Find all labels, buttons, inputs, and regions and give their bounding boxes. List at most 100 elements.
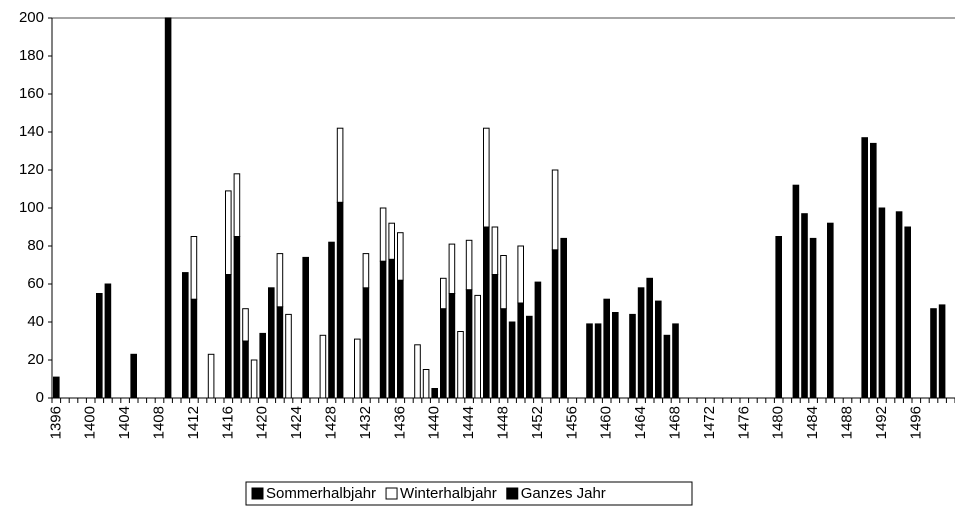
x-tick-label: 1444: [460, 406, 477, 439]
bar: [302, 256, 309, 399]
bar: [190, 236, 198, 300]
bar: [878, 207, 886, 399]
legend-swatch: [251, 487, 264, 500]
bar: [96, 293, 103, 399]
bar: [285, 313, 292, 399]
x-tick-label: 1484: [804, 406, 821, 439]
bar: [938, 304, 946, 399]
x-tick-label: 1488: [838, 406, 855, 439]
bar: [182, 272, 189, 399]
bar: [603, 298, 611, 399]
bar: [242, 308, 249, 342]
bar: [491, 274, 499, 399]
bar: [594, 323, 602, 399]
bar: [474, 294, 481, 399]
bar: [517, 302, 525, 399]
x-tick-label: 1476: [735, 406, 752, 439]
bar: [130, 353, 137, 399]
x-tick-label: 1472: [701, 406, 718, 439]
bar: [491, 226, 499, 275]
y-tick-label: 80: [27, 237, 44, 254]
bar: [225, 190, 232, 275]
bar: [319, 334, 327, 399]
bar: [379, 207, 387, 262]
bar: [792, 184, 800, 399]
bar: [827, 222, 834, 399]
bar: [397, 232, 404, 281]
bar: [483, 127, 490, 228]
bar: [586, 323, 593, 399]
x-tick-label: 1436: [391, 406, 408, 439]
bar: [379, 260, 387, 399]
legend-label: Winterhalbjahr: [400, 485, 497, 502]
legend-swatch: [385, 487, 398, 500]
bar: [440, 308, 447, 399]
bar: [259, 332, 266, 399]
bar: [448, 243, 456, 295]
y-tick-label: 0: [36, 389, 44, 406]
legend-label: Ganzes Jahr: [521, 485, 606, 502]
bar: [483, 226, 490, 399]
bar: [397, 279, 404, 399]
bar: [328, 241, 335, 399]
legend-swatch: [506, 487, 519, 500]
bar: [225, 274, 232, 399]
x-tick-label: 1460: [598, 406, 615, 439]
bar: [637, 287, 645, 399]
bar: [629, 313, 636, 399]
x-tick-label: 1424: [288, 406, 305, 439]
y-tick-label: 180: [19, 47, 44, 64]
bar: [465, 289, 473, 399]
bar: [526, 315, 533, 399]
bar: [612, 312, 619, 399]
bar: [448, 293, 456, 399]
x-tick-label: 1408: [150, 406, 167, 439]
x-tick-label: 1448: [494, 406, 511, 439]
bar: [53, 376, 60, 399]
bar: [904, 226, 912, 399]
x-tick-label: 1464: [632, 406, 649, 439]
legend-label: Sommerhalbjahr: [266, 485, 376, 502]
y-tick-label: 60: [27, 275, 44, 292]
x-tick-label: 1396: [47, 406, 64, 439]
bar: [233, 236, 241, 399]
bar: [190, 298, 198, 399]
bar: [517, 245, 525, 304]
x-tick-label: 1496: [907, 406, 924, 439]
bar: [354, 338, 361, 399]
y-tick-label: 100: [19, 199, 44, 216]
bar: [362, 287, 370, 399]
bar: [551, 249, 559, 399]
bar: [362, 253, 370, 289]
bar: [895, 211, 903, 399]
x-tick-label: 1416: [219, 406, 236, 439]
bar: [276, 253, 284, 308]
y-tick-label: 120: [19, 161, 44, 178]
y-tick-label: 20: [27, 351, 44, 368]
y-tick-label: 140: [19, 123, 44, 140]
bar: [930, 308, 937, 399]
bar: [422, 369, 430, 399]
bar: [388, 222, 395, 260]
bar: [801, 213, 808, 399]
bar: [465, 239, 473, 291]
bar: [655, 300, 662, 399]
x-tick-label: 1492: [873, 406, 890, 439]
bar: [336, 127, 344, 203]
bar: [242, 340, 249, 399]
x-tick-label: 1440: [426, 406, 443, 439]
y-tick-label: 40: [27, 313, 44, 330]
bar: [500, 255, 507, 310]
bar: [663, 334, 671, 399]
bar: [870, 142, 877, 399]
bar: [250, 359, 258, 399]
bar: [164, 17, 172, 399]
x-tick-label: 1468: [666, 406, 683, 439]
bar: [646, 277, 654, 399]
x-tick-label: 1420: [254, 406, 271, 439]
bar: [457, 331, 464, 399]
x-tick-label: 1428: [322, 406, 339, 439]
bar: [775, 236, 783, 399]
x-tick-label: 1404: [116, 406, 133, 439]
